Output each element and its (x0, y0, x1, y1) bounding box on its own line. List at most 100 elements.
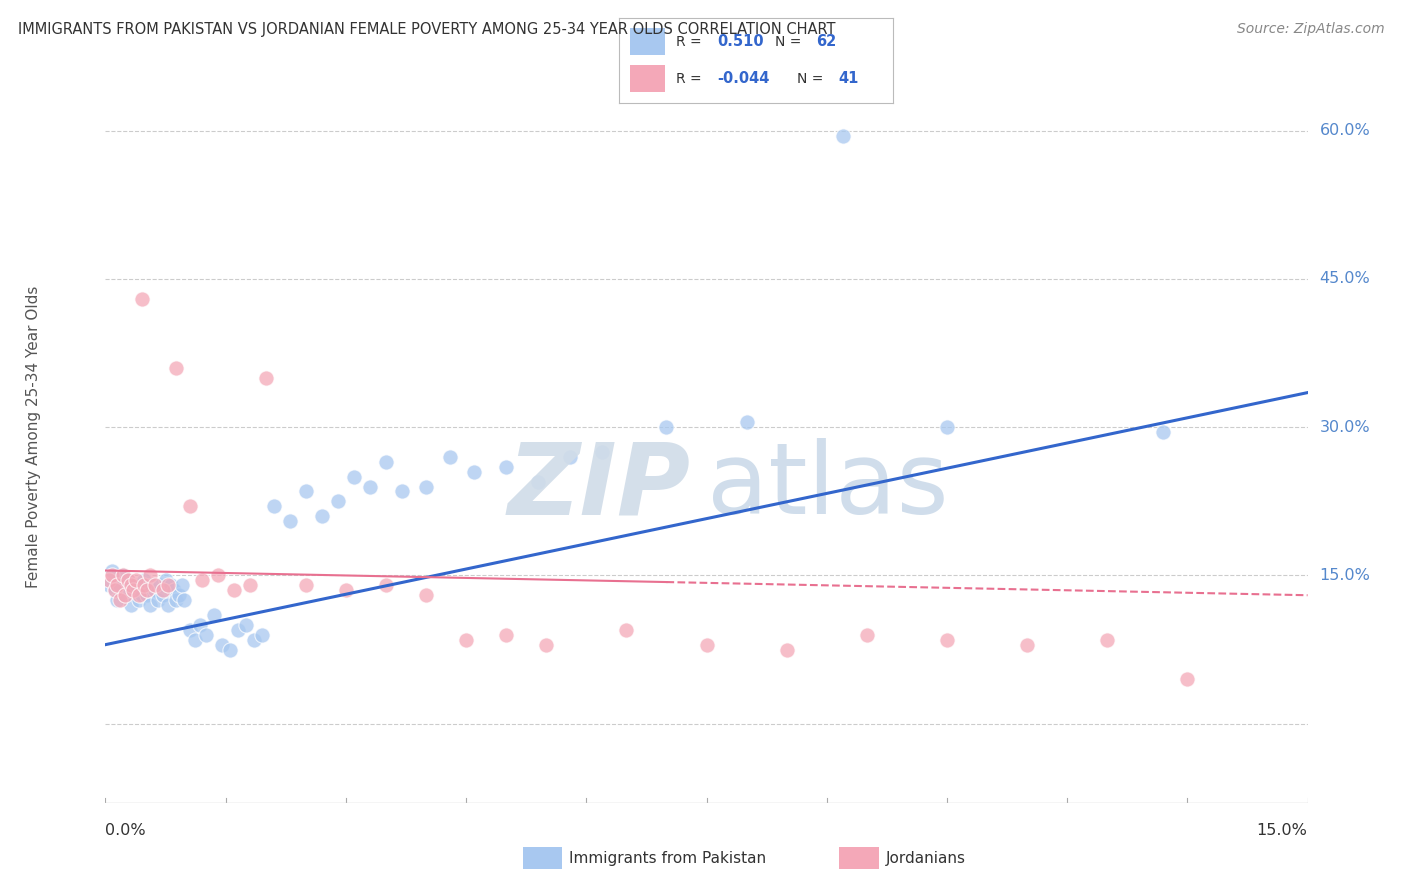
Point (101, 564, 124, 578)
Point (534, 638, 557, 652)
Text: N =: N = (775, 35, 806, 48)
Point (391, 484, 413, 499)
Point (162, 583, 184, 598)
Point (98, 578, 121, 592)
Point (132, 574, 155, 588)
Point (242, 632, 264, 647)
Point (211, 638, 233, 652)
Point (104, 583, 127, 598)
Point (655, 420, 678, 434)
Point (226, 623, 249, 637)
Text: ZIP: ZIP (508, 438, 690, 535)
Point (138, 598, 160, 612)
Point (495, 459, 517, 474)
Text: atlas: atlas (707, 438, 948, 535)
Point (156, 578, 179, 592)
Point (114, 588, 136, 602)
Point (311, 509, 333, 524)
Point (155, 574, 177, 588)
Text: 60.0%: 60.0% (1320, 123, 1371, 138)
Point (1152, 425, 1174, 439)
Point (122, 583, 145, 598)
Point (114, 588, 136, 602)
Text: 30.0%: 30.0% (1320, 420, 1371, 434)
Point (117, 574, 139, 588)
Point (776, 642, 799, 657)
Point (207, 568, 229, 582)
Point (415, 479, 437, 493)
Point (165, 360, 187, 375)
Point (146, 593, 169, 607)
Point (117, 574, 139, 588)
Text: 41: 41 (838, 71, 858, 87)
FancyBboxPatch shape (630, 28, 665, 55)
Point (160, 578, 183, 592)
Point (143, 583, 166, 598)
Text: -0.044: -0.044 (717, 71, 769, 87)
Point (936, 632, 959, 647)
Point (141, 578, 163, 592)
Point (128, 588, 150, 602)
Point (616, 623, 638, 637)
Point (463, 465, 485, 479)
Point (831, 128, 853, 143)
Text: Jordanians: Jordanians (886, 851, 966, 865)
Point (132, 578, 155, 592)
Point (374, 455, 396, 469)
Point (591, 445, 613, 459)
Point (560, 450, 582, 464)
Point (184, 632, 207, 647)
Point (735, 415, 758, 429)
Point (107, 593, 129, 607)
Point (165, 593, 187, 607)
Point (263, 500, 285, 514)
Point (152, 588, 174, 602)
Point (112, 568, 135, 582)
Text: 15.0%: 15.0% (1320, 568, 1371, 583)
Point (495, 628, 517, 642)
Point (278, 514, 301, 528)
Point (108, 593, 131, 607)
Point (128, 593, 150, 607)
Point (107, 578, 129, 592)
Point (136, 588, 159, 602)
Point (188, 618, 211, 632)
Point (131, 292, 153, 306)
Point (222, 583, 245, 598)
Point (415, 588, 437, 602)
Point (120, 598, 142, 612)
Point (122, 583, 145, 598)
Point (343, 469, 366, 483)
Point (167, 588, 190, 602)
Text: 15.0%: 15.0% (1257, 822, 1308, 838)
Point (936, 420, 959, 434)
Point (1097, 632, 1119, 647)
Text: Female Poverty Among 25-34 Year Olds: Female Poverty Among 25-34 Year Olds (25, 286, 41, 588)
Point (250, 628, 273, 642)
Point (136, 583, 159, 598)
Text: R =: R = (676, 35, 706, 48)
Text: 0.0%: 0.0% (105, 822, 146, 838)
Point (125, 574, 148, 588)
Text: IMMIGRANTS FROM PAKISTAN VS JORDANIAN FEMALE POVERTY AMONG 25-34 YEAR OLDS CORRE: IMMIGRANTS FROM PAKISTAN VS JORDANIAN FE… (18, 22, 835, 37)
Text: Source: ZipAtlas.com: Source: ZipAtlas.com (1237, 22, 1385, 37)
Point (131, 588, 153, 602)
Point (202, 607, 225, 622)
Text: 45.0%: 45.0% (1320, 271, 1371, 286)
Point (295, 578, 318, 592)
Point (359, 479, 381, 493)
Point (138, 568, 160, 582)
Point (179, 500, 201, 514)
Point (173, 593, 195, 607)
Point (218, 642, 240, 657)
Point (104, 583, 127, 598)
Point (696, 638, 718, 652)
Point (120, 578, 142, 592)
Point (295, 484, 318, 499)
Point (179, 623, 201, 637)
Point (1015, 638, 1038, 652)
Point (527, 475, 550, 489)
Point (1175, 672, 1198, 686)
Point (108, 578, 131, 592)
Point (98, 574, 121, 588)
